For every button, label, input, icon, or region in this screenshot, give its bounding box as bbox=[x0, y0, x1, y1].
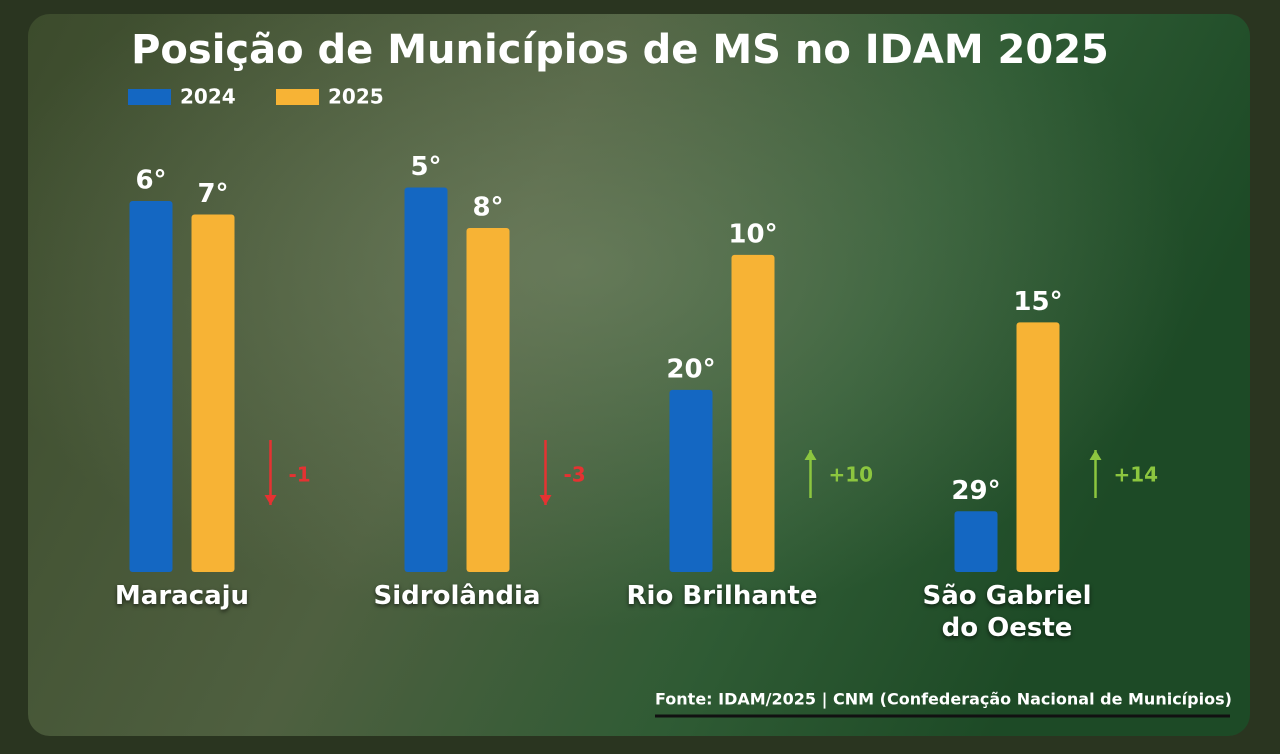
value-label: 10° bbox=[728, 219, 777, 249]
legend-swatch bbox=[276, 89, 319, 105]
change-arrowhead bbox=[804, 450, 817, 460]
bar bbox=[404, 187, 448, 572]
change-arrowhead bbox=[1089, 450, 1102, 460]
bar bbox=[731, 254, 775, 573]
bar bbox=[669, 389, 713, 572]
change-label: -1 bbox=[289, 463, 311, 487]
change-arrowhead bbox=[264, 495, 277, 505]
value-label: 20° bbox=[666, 354, 715, 384]
value-label: 8° bbox=[472, 192, 503, 222]
change-label: +10 bbox=[829, 463, 874, 487]
change-label: -3 bbox=[564, 463, 586, 487]
bar bbox=[954, 511, 998, 572]
category-label: Maracaju bbox=[114, 581, 250, 611]
value-label: 6° bbox=[135, 165, 166, 195]
value-label: 29° bbox=[951, 476, 1000, 506]
bar bbox=[1016, 322, 1060, 572]
bar bbox=[466, 227, 510, 572]
category-label: Sidrolândia bbox=[373, 581, 541, 611]
legend-label: 2024 bbox=[180, 85, 236, 109]
chart-title: Posição de Municípios de MS no IDAM 2025 bbox=[131, 27, 1109, 73]
category-label: São Gabriel do Oeste bbox=[922, 581, 1092, 643]
value-label: 15° bbox=[1013, 287, 1062, 317]
change-arrowhead bbox=[539, 495, 552, 505]
bar bbox=[191, 214, 235, 572]
bar bbox=[129, 200, 173, 572]
value-label: 5° bbox=[410, 152, 441, 182]
source: Fonte: IDAM/2025 | CNM (Confederação Nac… bbox=[655, 690, 1232, 710]
change-label: +14 bbox=[1114, 463, 1159, 487]
legend-label: 2025 bbox=[328, 85, 384, 109]
value-label: 7° bbox=[197, 179, 228, 209]
legend-swatch bbox=[128, 89, 171, 105]
panel-glow bbox=[28, 14, 1250, 736]
category-label: Rio Brilhante bbox=[626, 581, 818, 611]
